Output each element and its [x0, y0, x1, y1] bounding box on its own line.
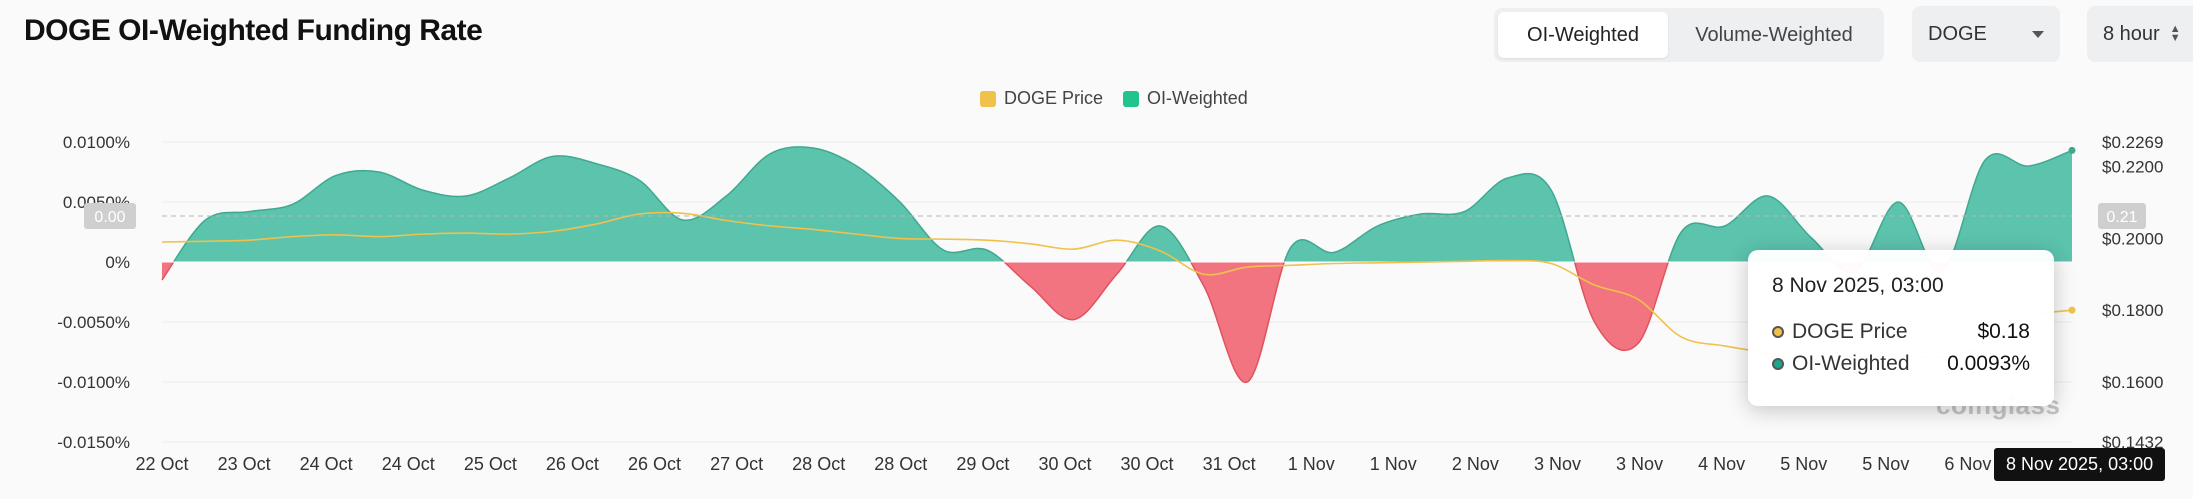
x-tick-label: 26 Oct [546, 454, 599, 474]
crosshair-left-label: 0.00 [94, 209, 125, 226]
y-right-tick-label: $0.2000 [2102, 229, 2163, 248]
x-tick-label: 29 Oct [956, 454, 1009, 474]
tooltip-row-price: DOGE Price $0.18 [1772, 320, 2030, 344]
tooltip-price-label: DOGE Price [1792, 320, 1908, 343]
x-tick-label: 23 Oct [218, 454, 271, 474]
tooltip-oi-label: OI-Weighted [1792, 352, 1910, 375]
price-last-point [2068, 306, 2076, 314]
x-tick-label: 4 Nov [1698, 454, 1745, 474]
x-tick-label: 27 Oct [710, 454, 763, 474]
x-tick-label: 5 Nov [1780, 454, 1827, 474]
y-right-tick-label: $0.1600 [2102, 373, 2163, 392]
x-tick-label: 3 Nov [1534, 454, 1581, 474]
tab-oi-weighted[interactable]: OI-Weighted [1498, 12, 1668, 58]
y-left-tick-label: 0% [105, 253, 130, 272]
legend-item-price[interactable]: DOGE Price [980, 88, 1103, 109]
x-tick-label: 24 Oct [382, 454, 435, 474]
x-tick-label: 1 Nov [1370, 454, 1417, 474]
legend-swatch-oi [1123, 90, 1140, 107]
crosshair-right-label: 0.21 [2106, 209, 2137, 226]
chart-legend: DOGE Price OI-Weighted [980, 88, 1248, 109]
tooltip-oi-value: 0.0093% [1947, 352, 2030, 375]
x-tick-label: 31 Oct [1203, 454, 1256, 474]
x-tick-label: 22 Oct [135, 454, 188, 474]
x-axis-crosshair-label: 8 Nov 2025, 03:00 [1994, 448, 2166, 481]
oi-dot-icon [1772, 358, 1784, 370]
tooltip-price-value: $0.18 [1977, 320, 2030, 343]
oi-last-point [2068, 146, 2076, 154]
y-left-tick-label: -0.0150% [57, 433, 130, 452]
updown-chevron-icon: ▲ ▼ [2169, 23, 2181, 44]
weighting-toggle: OI-Weighted Volume-Weighted [1494, 8, 1884, 62]
oi-positive-area [162, 146, 2072, 262]
crosshair-left-badge [84, 203, 136, 229]
x-tick-label: 1 Nov [1288, 454, 1335, 474]
chevron-down-icon [2032, 30, 2044, 38]
oi-negative-area [162, 262, 2072, 383]
legend-label-oi: OI-Weighted [1147, 88, 1248, 108]
y-right-tick-label: $0.2269 [2102, 133, 2163, 152]
y-right-tick-label: $0.1800 [2102, 301, 2163, 320]
x-tick-label: 30 Oct [1121, 454, 1174, 474]
legend-label-price: DOGE Price [1004, 88, 1104, 108]
x-tick-label: 5 Nov [1862, 454, 1909, 474]
y-left-tick-label: 0.0100% [63, 133, 130, 152]
legend-item-oi[interactable]: OI-Weighted [1123, 88, 1248, 109]
tooltip-date: 8 Nov 2025, 03:00 [1772, 274, 1944, 297]
x-tick-label: 25 Oct [464, 454, 517, 474]
interval-select[interactable]: 8 hour ▲ ▼ [2087, 6, 2193, 62]
x-tick-label: 28 Oct [792, 454, 845, 474]
x-tick-label: 26 Oct [628, 454, 681, 474]
x-tick-label: 3 Nov [1616, 454, 1663, 474]
x-tick-label: 24 Oct [300, 454, 353, 474]
x-tick-label: 6 Nov [1944, 454, 1991, 474]
coin-select[interactable]: DOGE [1912, 6, 2060, 62]
price-dot-icon [1772, 326, 1784, 338]
tab-volume-weighted[interactable]: Volume-Weighted [1695, 23, 1853, 46]
coin-select-value: DOGE [1928, 22, 1987, 45]
crosshair-right-badge [2098, 203, 2146, 229]
x-tick-label: 28 Oct [874, 454, 927, 474]
x-tick-label: 2 Nov [1452, 454, 1499, 474]
x-tick-label: 30 Oct [1038, 454, 1091, 474]
page-title: DOGE OI-Weighted Funding Rate [24, 14, 483, 47]
legend-swatch-price [980, 90, 996, 107]
y-right-tick-label: $0.1432 [2102, 433, 2163, 452]
y-right-tick-label: $0.2200 [2102, 158, 2163, 177]
tooltip-row-oi: OI-Weighted 0.0093% [1772, 352, 2030, 376]
y-left-tick-label: -0.0100% [57, 373, 130, 392]
chart-tooltip: 8 Nov 2025, 03:00 DOGE Price $0.18 OI-We… [1748, 250, 2054, 406]
interval-select-value: 8 hour [2103, 22, 2160, 45]
oi-positive-line [172, 146, 2073, 262]
y-left-tick-label: -0.0050% [57, 313, 130, 332]
